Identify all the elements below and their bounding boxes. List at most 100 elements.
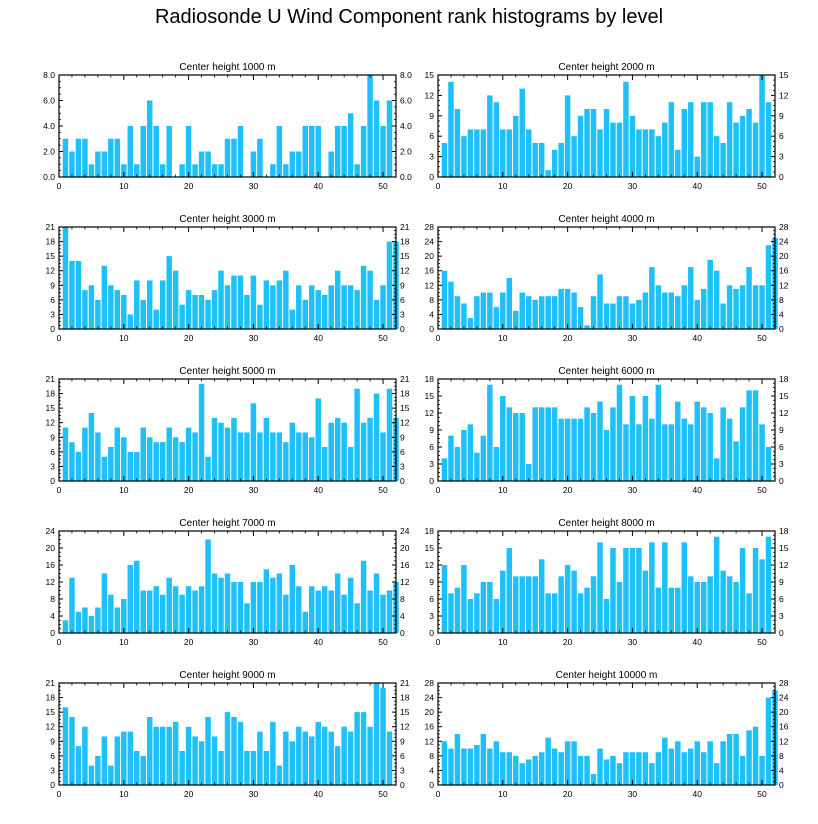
histogram-bar	[538, 407, 545, 481]
histogram-bar	[752, 726, 759, 785]
histogram-bar	[590, 774, 597, 785]
y-tick-label: 0	[400, 476, 405, 486]
histogram-bar	[739, 407, 746, 481]
histogram-bar	[564, 418, 571, 481]
histogram-bar	[694, 401, 700, 481]
y-tick-label: 3	[50, 461, 55, 471]
histogram-bar	[82, 138, 88, 177]
histogram-bar	[752, 548, 759, 633]
histogram-bar	[694, 156, 700, 177]
histogram-bar	[441, 270, 448, 329]
panel-title: Center height 8000 m	[558, 518, 654, 529]
y-tick-label: 0	[429, 324, 434, 334]
y-tick-label: 24	[400, 526, 410, 536]
histogram-bar	[551, 296, 558, 329]
histogram-bar	[257, 304, 263, 329]
histogram-bar	[700, 407, 707, 481]
histogram-bar	[538, 559, 545, 633]
x-tick-label: 40	[313, 789, 323, 799]
histogram-bar	[114, 138, 121, 177]
histogram-bar	[134, 751, 140, 785]
y-tick-label: 15	[779, 391, 789, 401]
histogram-bar	[198, 741, 205, 785]
histogram-bar	[558, 288, 564, 329]
y-tick-label: 0	[429, 476, 434, 486]
histogram-bar	[759, 424, 765, 481]
y-tick-label: 18	[779, 374, 789, 384]
x-tick-label: 20	[184, 333, 194, 343]
y-tick-label: 12	[779, 736, 789, 746]
histogram-bar	[108, 138, 114, 177]
x-tick-label: 20	[184, 485, 194, 495]
y-tick-label: 0	[779, 324, 784, 334]
histogram-bar	[95, 607, 101, 633]
histogram-bar	[309, 736, 315, 785]
histogram-bar	[700, 752, 707, 785]
histogram-bar	[720, 407, 726, 481]
histogram-bar	[302, 126, 309, 177]
histogram-bar	[525, 464, 532, 481]
y-tick-label: 3	[429, 611, 434, 621]
histogram-bar	[759, 755, 765, 785]
histogram-bar	[513, 115, 519, 177]
y-tick-label: 15	[425, 70, 435, 80]
y-tick-label: 4	[400, 611, 405, 621]
histogram-bar	[172, 586, 179, 633]
x-tick-label: 20	[563, 485, 573, 495]
histogram-bar	[610, 407, 616, 481]
histogram-bar	[386, 388, 393, 481]
histogram-bar	[315, 290, 321, 329]
histogram-bar	[185, 586, 192, 633]
histogram-bar	[636, 752, 642, 785]
histogram-bar	[231, 717, 237, 785]
histogram-bar	[179, 442, 185, 481]
histogram-bar	[616, 384, 623, 481]
histogram-bar	[720, 303, 726, 329]
histogram-bar	[166, 126, 172, 177]
histogram-bar	[675, 587, 681, 633]
histogram-bar	[354, 164, 360, 177]
histogram-bar	[334, 573, 341, 633]
x-tick-label: 10	[498, 333, 508, 343]
histogram-bar	[140, 590, 146, 633]
histogram-bar	[480, 129, 487, 177]
histogram-bar	[493, 599, 500, 633]
x-tick-label: 0	[436, 789, 441, 799]
histogram-bar	[564, 95, 571, 177]
histogram-bar	[309, 586, 315, 633]
histogram-bar	[474, 452, 480, 481]
y-tick-label: 18	[425, 526, 435, 536]
histogram-bar	[564, 288, 571, 329]
histogram-bar	[538, 143, 545, 177]
histogram-bar	[493, 102, 500, 177]
histogram-bar	[506, 407, 513, 481]
y-tick-label: 15	[400, 707, 410, 717]
histogram-bar	[185, 126, 192, 177]
y-tick-label: 4.0	[43, 121, 55, 131]
histogram-bar	[564, 741, 571, 785]
histogram-bar	[237, 582, 244, 633]
y-tick-label: 18	[400, 389, 410, 399]
histogram-bar	[642, 570, 649, 633]
y-tick-label: 21	[400, 374, 410, 384]
histogram-bar	[545, 407, 551, 481]
histogram-bar	[373, 100, 380, 177]
histogram-bar	[597, 542, 603, 633]
x-tick-label: 40	[313, 637, 323, 647]
histogram-bar	[474, 129, 480, 177]
histogram-bar	[328, 590, 334, 633]
histogram-bar	[571, 136, 577, 177]
y-tick-label: 12	[425, 90, 435, 100]
histogram-bar	[532, 755, 538, 785]
panel-title: Center height 7000 m	[179, 518, 275, 529]
histogram-bar	[590, 576, 597, 633]
histogram-bar	[662, 737, 668, 785]
x-tick-label: 10	[119, 485, 129, 495]
y-tick-label: 4	[779, 765, 784, 775]
histogram-bar	[263, 569, 270, 633]
histogram-bar	[577, 593, 584, 633]
histogram-bar	[681, 542, 688, 633]
histogram-bar	[270, 721, 276, 785]
histogram-bar	[532, 299, 538, 329]
histogram-bar	[694, 582, 700, 633]
